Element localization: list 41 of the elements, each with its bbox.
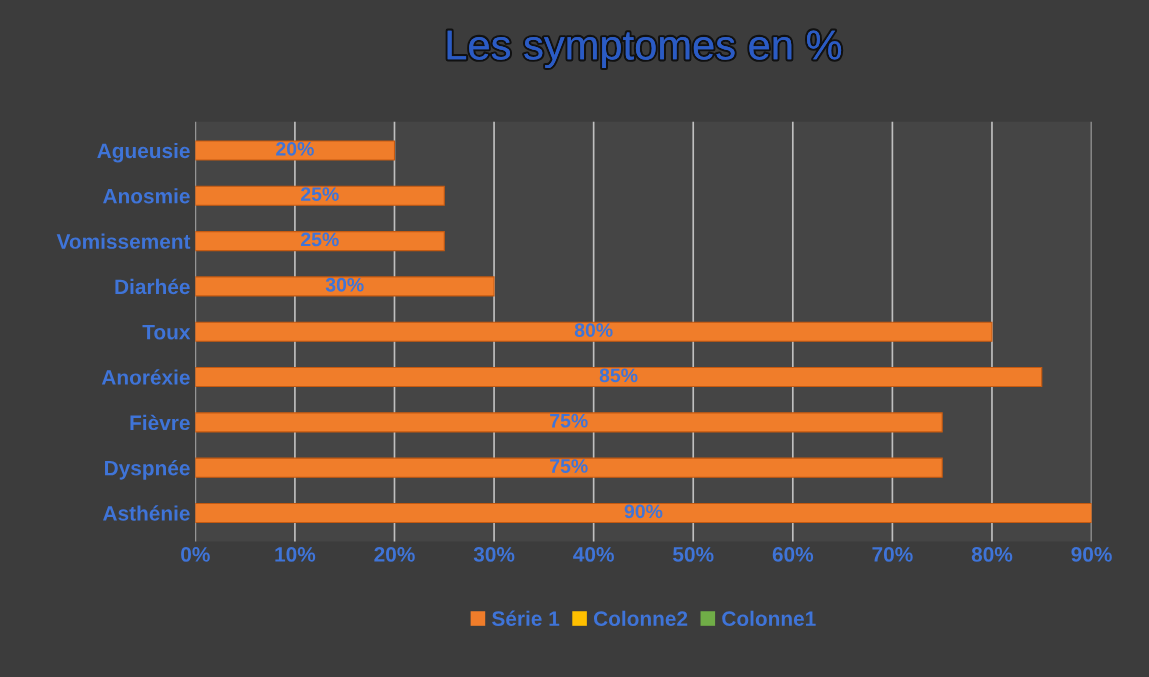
x-tick-label: 90% bbox=[1071, 547, 1112, 562]
legend-label: Série 1 bbox=[492, 610, 560, 627]
bar bbox=[195, 276, 495, 297]
bar bbox=[195, 366, 1043, 388]
x-tick-label: 80% bbox=[971, 547, 1013, 562]
data-label: 75% bbox=[550, 413, 588, 428]
y-tick-label: Anosmie bbox=[103, 188, 190, 204]
bar bbox=[195, 457, 943, 478]
x-tick-label: 60% bbox=[772, 547, 814, 562]
bar bbox=[195, 412, 943, 433]
bar bbox=[195, 140, 396, 161]
x-tick-label: 10% bbox=[275, 547, 316, 562]
x-tick-label: 70% bbox=[872, 547, 913, 562]
y-tick-label: Dyspnée bbox=[105, 460, 190, 480]
data-label: 75% bbox=[550, 459, 588, 473]
legend-label: Colonne2 bbox=[593, 610, 688, 627]
data-label: 90% bbox=[624, 504, 663, 519]
y-tick-label: Vomissement bbox=[56, 233, 191, 249]
data-label: 80% bbox=[574, 323, 613, 337]
x-tick-label: 50% bbox=[673, 547, 714, 562]
chart-title: Les symptomes en % bbox=[447, 30, 842, 69]
data-label: 25% bbox=[301, 187, 339, 201]
y-tick-label: Asthénie bbox=[103, 505, 190, 521]
bar bbox=[195, 321, 993, 342]
y-tick-label: Fièvre bbox=[130, 414, 190, 431]
bar bbox=[195, 502, 1092, 524]
bar bbox=[195, 231, 445, 252]
x-tick-label: 30% bbox=[473, 547, 515, 562]
data-label: 25% bbox=[301, 232, 339, 247]
y-tick-label: Toux bbox=[142, 324, 191, 340]
y-tick-label: Anoréxie bbox=[101, 369, 190, 385]
data-label: 85% bbox=[599, 368, 638, 383]
bar bbox=[195, 185, 445, 206]
legend-label: Colonne1 bbox=[722, 610, 816, 627]
x-tick-label: 20% bbox=[374, 547, 415, 562]
y-tick-label: Diarhée bbox=[115, 278, 190, 295]
x-tick-label: 0% bbox=[181, 547, 210, 562]
x-tick-label: 40% bbox=[573, 547, 614, 562]
data-label: 30% bbox=[325, 277, 364, 292]
data-label: 20% bbox=[276, 141, 314, 156]
y-tick-label: Agueusie bbox=[97, 142, 190, 163]
